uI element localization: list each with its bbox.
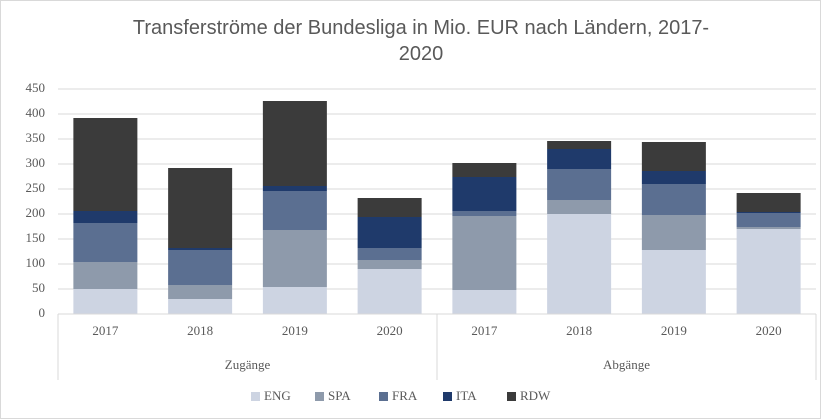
bar-segment <box>452 290 517 314</box>
bar-segment <box>73 262 138 289</box>
bar-segment <box>736 229 801 314</box>
y-tick-label: 100 <box>26 255 46 270</box>
y-tick-label: 250 <box>26 180 46 195</box>
x-tick-label: 2019 <box>661 323 687 338</box>
bar-segment <box>452 211 517 216</box>
legend-swatch <box>443 392 452 401</box>
y-tick-label: 200 <box>26 205 46 220</box>
legend-swatch <box>507 392 516 401</box>
bar-segment <box>73 289 138 314</box>
bar-segment <box>73 118 138 211</box>
y-tick-label: 150 <box>26 230 46 245</box>
y-tick-label: 450 <box>26 80 46 95</box>
legend-label: FRA <box>392 388 418 403</box>
bar-segment <box>357 269 422 314</box>
legend-swatch <box>251 392 260 401</box>
legend-swatch <box>379 392 388 401</box>
x-tick-label: 2019 <box>282 323 308 338</box>
chart-title: Transferströme der Bundesliga in Mio. EU… <box>132 17 710 65</box>
bar-segment <box>547 169 612 200</box>
legend-label: RDW <box>520 388 551 403</box>
bar-segment <box>73 223 138 262</box>
bar-segment <box>736 212 801 213</box>
bar-segment <box>736 227 801 229</box>
bar-segment <box>736 193 801 212</box>
bar-segment <box>262 101 327 186</box>
bar-segment <box>452 177 517 211</box>
x-tick-label: 2018 <box>187 323 213 338</box>
bar-segment <box>641 184 706 215</box>
legend-label: ENG <box>264 388 291 403</box>
bar-segment <box>547 149 612 169</box>
legend-swatch <box>315 392 324 401</box>
y-tick-label: 300 <box>26 155 46 170</box>
bar-segment <box>168 250 233 285</box>
bar-segment <box>641 171 706 184</box>
bar-segment <box>452 163 517 177</box>
bar-segment <box>262 230 327 287</box>
bar-segment <box>641 215 706 250</box>
bar-segment <box>357 248 422 260</box>
bar-segment <box>168 299 233 314</box>
legend-label: SPA <box>328 388 351 403</box>
bar-segment <box>547 200 612 214</box>
bar-segment <box>547 214 612 314</box>
y-tick-label: 400 <box>26 105 46 120</box>
bar-segment <box>357 260 422 269</box>
x-tick-label: 2018 <box>566 323 592 338</box>
bar-segment <box>73 211 138 223</box>
x-tick-label: 2020 <box>377 323 403 338</box>
bar-segment <box>262 287 327 314</box>
x-tick-label: 2017 <box>471 323 498 338</box>
y-tick-label: 0 <box>39 305 46 320</box>
bar-segment <box>262 186 327 191</box>
bar-segment <box>641 142 706 171</box>
group-label: Zugänge <box>225 357 271 372</box>
bar-segment <box>168 248 233 250</box>
bar-segment <box>168 285 233 299</box>
bar-segment <box>357 217 422 248</box>
bar-segment <box>357 198 422 217</box>
bar-segment <box>736 213 801 227</box>
y-tick-label: 350 <box>26 130 46 145</box>
x-tick-label: 2020 <box>756 323 782 338</box>
bar-segment <box>452 216 517 290</box>
bar-segment <box>641 250 706 314</box>
group-label: Abgänge <box>603 357 650 372</box>
x-tick-label: 2017 <box>92 323 119 338</box>
y-tick-label: 50 <box>32 280 45 295</box>
bar-segment <box>168 168 233 248</box>
bar-segment <box>262 191 327 230</box>
bar-segment <box>547 141 612 149</box>
legend-label: ITA <box>456 388 477 403</box>
